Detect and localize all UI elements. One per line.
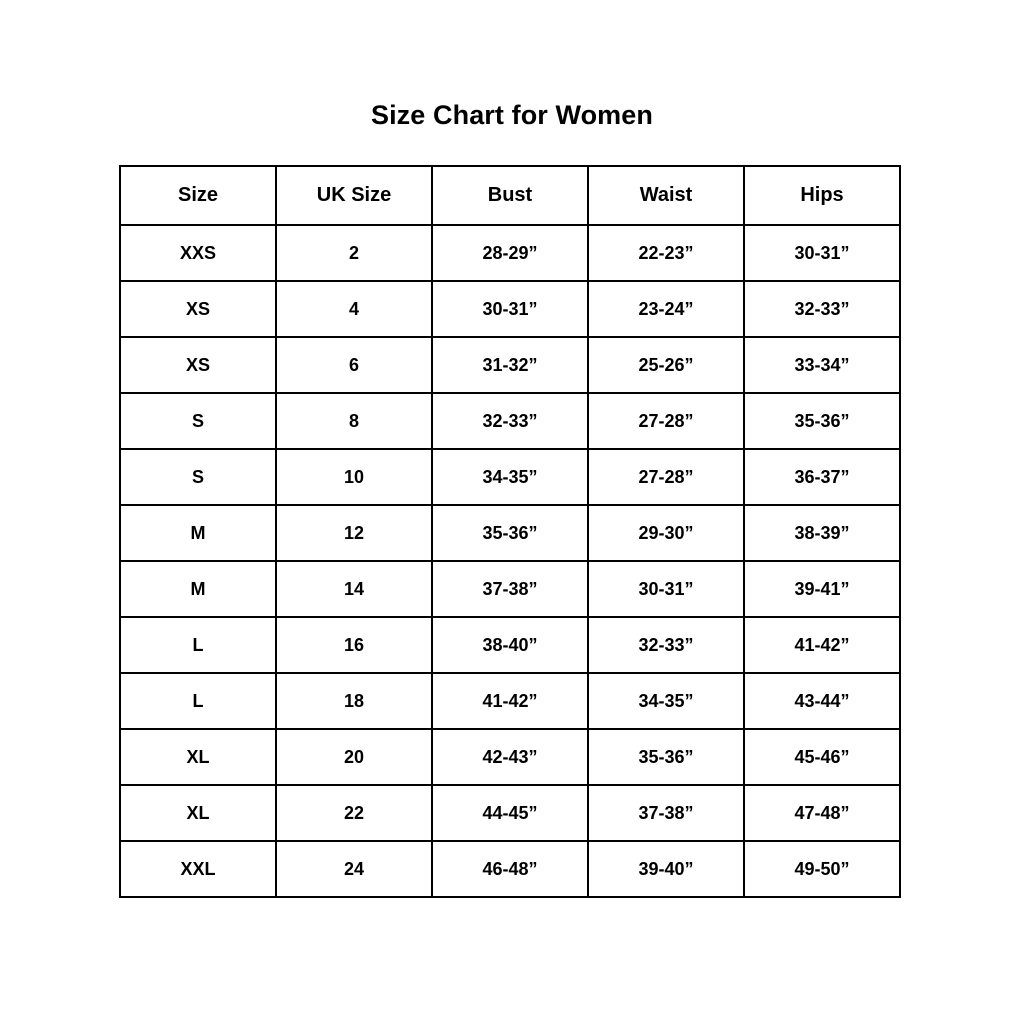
table-header: Size UK Size Bust Waist Hips xyxy=(119,165,901,226)
size-chart-table: Size UK Size Bust Waist Hips XXS 2 28-29… xyxy=(119,165,901,898)
table-row: XS 4 30-31” 23-24” 32-33” xyxy=(119,280,901,338)
cell-bust: 42-43” xyxy=(431,728,589,786)
cell-uk-size: 20 xyxy=(275,728,433,786)
cell-waist: 32-33” xyxy=(587,616,745,674)
cell-uk-size: 12 xyxy=(275,504,433,562)
table-row: XXS 2 28-29” 22-23” 30-31” xyxy=(119,224,901,282)
cell-hips: 33-34” xyxy=(743,336,901,394)
cell-uk-size: 18 xyxy=(275,672,433,730)
cell-hips: 41-42” xyxy=(743,616,901,674)
cell-hips: 36-37” xyxy=(743,448,901,506)
cell-bust: 32-33” xyxy=(431,392,589,450)
cell-hips: 38-39” xyxy=(743,504,901,562)
table-row: M 14 37-38” 30-31” 39-41” xyxy=(119,560,901,618)
cell-waist: 39-40” xyxy=(587,840,745,898)
cell-hips: 32-33” xyxy=(743,280,901,338)
cell-size: S xyxy=(119,392,277,450)
cell-waist: 37-38” xyxy=(587,784,745,842)
column-header-bust: Bust xyxy=(431,165,589,226)
table-row: XS 6 31-32” 25-26” 33-34” xyxy=(119,336,901,394)
table-row: S 8 32-33” 27-28” 35-36” xyxy=(119,392,901,450)
table-row: M 12 35-36” 29-30” 38-39” xyxy=(119,504,901,562)
cell-size: L xyxy=(119,616,277,674)
cell-hips: 47-48” xyxy=(743,784,901,842)
table-row: XL 22 44-45” 37-38” 47-48” xyxy=(119,784,901,842)
cell-size: L xyxy=(119,672,277,730)
cell-size: XL xyxy=(119,784,277,842)
table-row: L 18 41-42” 34-35” 43-44” xyxy=(119,672,901,730)
cell-hips: 49-50” xyxy=(743,840,901,898)
cell-hips: 39-41” xyxy=(743,560,901,618)
cell-waist: 27-28” xyxy=(587,392,745,450)
cell-waist: 27-28” xyxy=(587,448,745,506)
cell-bust: 31-32” xyxy=(431,336,589,394)
column-header-size: Size xyxy=(119,165,277,226)
table-body: XXS 2 28-29” 22-23” 30-31” XS 4 30-31” 2… xyxy=(119,224,901,898)
cell-uk-size: 14 xyxy=(275,560,433,618)
table-header-row: Size UK Size Bust Waist Hips xyxy=(119,165,901,226)
cell-uk-size: 10 xyxy=(275,448,433,506)
cell-size: S xyxy=(119,448,277,506)
cell-hips: 45-46” xyxy=(743,728,901,786)
cell-bust: 38-40” xyxy=(431,616,589,674)
cell-hips: 43-44” xyxy=(743,672,901,730)
cell-waist: 22-23” xyxy=(587,224,745,282)
cell-bust: 37-38” xyxy=(431,560,589,618)
cell-size: XXL xyxy=(119,840,277,898)
column-header-waist: Waist xyxy=(587,165,745,226)
table-row: L 16 38-40” 32-33” 41-42” xyxy=(119,616,901,674)
cell-waist: 34-35” xyxy=(587,672,745,730)
cell-bust: 34-35” xyxy=(431,448,589,506)
page-title: Size Chart for Women xyxy=(370,100,654,130)
cell-bust: 30-31” xyxy=(431,280,589,338)
cell-bust: 41-42” xyxy=(431,672,589,730)
column-header-uk-size: UK Size xyxy=(275,165,433,226)
cell-bust: 46-48” xyxy=(431,840,589,898)
cell-uk-size: 24 xyxy=(275,840,433,898)
cell-uk-size: 4 xyxy=(275,280,433,338)
cell-bust: 35-36” xyxy=(431,504,589,562)
cell-waist: 30-31” xyxy=(587,560,745,618)
cell-uk-size: 16 xyxy=(275,616,433,674)
cell-size: XS xyxy=(119,280,277,338)
cell-waist: 29-30” xyxy=(587,504,745,562)
cell-size: M xyxy=(119,504,277,562)
cell-bust: 28-29” xyxy=(431,224,589,282)
cell-hips: 30-31” xyxy=(743,224,901,282)
cell-uk-size: 2 xyxy=(275,224,433,282)
cell-waist: 35-36” xyxy=(587,728,745,786)
column-header-hips: Hips xyxy=(743,165,901,226)
cell-waist: 23-24” xyxy=(587,280,745,338)
table-row: XL 20 42-43” 35-36” 45-46” xyxy=(119,728,901,786)
table-row: XXL 24 46-48” 39-40” 49-50” xyxy=(119,840,901,898)
cell-size: M xyxy=(119,560,277,618)
table-row: S 10 34-35” 27-28” 36-37” xyxy=(119,448,901,506)
cell-waist: 25-26” xyxy=(587,336,745,394)
cell-size: XS xyxy=(119,336,277,394)
cell-hips: 35-36” xyxy=(743,392,901,450)
cell-uk-size: 6 xyxy=(275,336,433,394)
cell-uk-size: 22 xyxy=(275,784,433,842)
cell-size: XL xyxy=(119,728,277,786)
cell-bust: 44-45” xyxy=(431,784,589,842)
cell-uk-size: 8 xyxy=(275,392,433,450)
cell-size: XXS xyxy=(119,224,277,282)
